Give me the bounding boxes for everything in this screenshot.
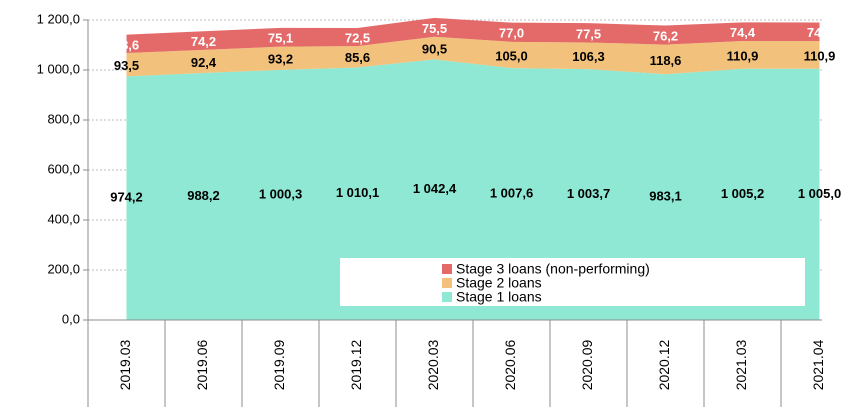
value-label: 1 007,6 xyxy=(490,185,533,200)
x-tick-label: 2019.12 xyxy=(348,339,364,390)
value-label: 974,2 xyxy=(110,190,143,205)
value-label: 1 000,3 xyxy=(259,186,302,201)
legend-label: Stage 2 loans xyxy=(456,275,542,291)
y-tick-label: 600,0 xyxy=(47,161,80,176)
legend-swatch xyxy=(442,292,452,302)
area xyxy=(126,36,820,77)
value-label: 1 005,2 xyxy=(721,186,764,201)
value-label: 1 003,7 xyxy=(567,186,610,201)
x-tick-label: 2019.09 xyxy=(271,339,287,390)
value-label: 1 042,4 xyxy=(413,181,457,196)
x-tick-label: 2020.12 xyxy=(656,339,672,390)
value-label: 74,0 xyxy=(807,25,832,40)
value-label: 1 010,1 xyxy=(336,185,379,200)
x-tick-label: 2019.03 xyxy=(117,339,133,390)
value-label: 118,6 xyxy=(650,53,682,68)
value-label: 74,4 xyxy=(730,25,756,40)
value-label: 93,5 xyxy=(114,58,139,73)
value-label: 983,1 xyxy=(649,189,682,204)
value-label: 110,9 xyxy=(804,48,836,63)
value-label: 77,5 xyxy=(576,26,601,41)
y-tick-label: 800,0 xyxy=(47,111,80,126)
value-label: 1 005,0 xyxy=(798,186,841,201)
y-tick-label: 1 200,0 xyxy=(37,11,80,26)
legend-swatch xyxy=(442,264,452,274)
value-label: 110,9 xyxy=(727,48,759,63)
value-label: 75,1 xyxy=(268,31,293,46)
x-tick-label: 2020.03 xyxy=(425,339,441,390)
value-label: 74,2 xyxy=(191,34,216,49)
value-label: 93,2 xyxy=(268,52,293,67)
x-tick-label: 2019.06 xyxy=(194,339,210,390)
value-label: 105,0 xyxy=(495,48,528,63)
area xyxy=(126,17,820,54)
value-label: 92,4 xyxy=(191,55,217,70)
value-label: 106,3 xyxy=(572,49,605,64)
value-label: 73,6 xyxy=(114,37,139,52)
legend-box xyxy=(340,258,805,306)
x-tick-label: 2021.04 xyxy=(810,339,826,390)
legend-label: Stage 3 loans (non-performing) xyxy=(456,261,650,277)
x-tick-label: 2021.03 xyxy=(733,339,749,390)
legend-swatch xyxy=(442,278,452,288)
value-label: 85,6 xyxy=(345,50,370,65)
y-tick-label: 1 000,0 xyxy=(37,61,80,76)
legend-label: Stage 1 loans xyxy=(456,289,542,305)
x-tick-label: 2020.09 xyxy=(579,339,595,390)
value-label: 90,5 xyxy=(422,42,447,57)
value-label: 75,5 xyxy=(422,21,447,36)
y-tick-label: 0,0 xyxy=(62,311,80,326)
value-label: 72,5 xyxy=(345,30,370,45)
area xyxy=(126,59,820,321)
value-label: 76,2 xyxy=(653,28,678,43)
value-label: 988,2 xyxy=(187,188,220,203)
value-label: 77,0 xyxy=(499,26,524,41)
y-tick-label: 200,0 xyxy=(47,261,80,276)
x-tick-label: 2020.06 xyxy=(502,339,518,390)
y-tick-label: 400,0 xyxy=(47,211,80,226)
